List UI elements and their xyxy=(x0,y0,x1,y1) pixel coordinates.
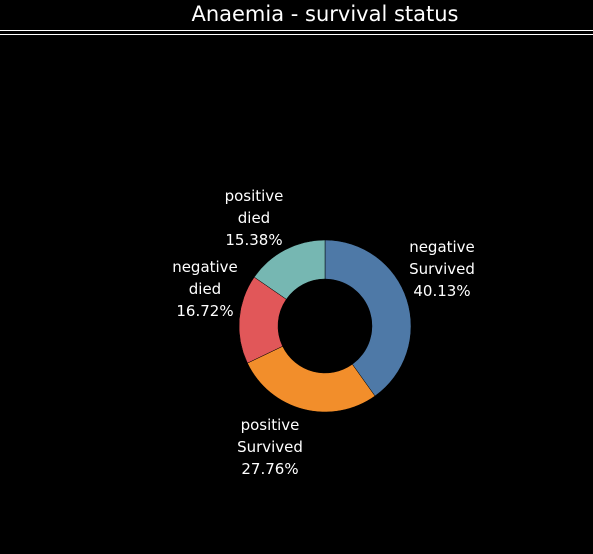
slice-label-status: died xyxy=(238,209,270,227)
slice-label-category: positive xyxy=(241,416,300,434)
slice-label-percent: 16.72% xyxy=(176,302,233,320)
slice-label-category: negative xyxy=(172,258,238,276)
donut-slice-positive-survived[interactable] xyxy=(247,345,376,413)
slice-label-percent: 40.13% xyxy=(413,282,470,300)
title-divider-2 xyxy=(0,34,593,35)
title-divider xyxy=(0,30,593,31)
slice-label-status: died xyxy=(189,280,221,298)
donut-slice-negative-survived[interactable] xyxy=(324,239,412,397)
slice-label-percent: 15.38% xyxy=(225,231,282,249)
slice-label-status: Survived xyxy=(409,260,475,278)
slice-label-percent: 27.76% xyxy=(241,460,298,478)
chart-title: Anaemia - survival status xyxy=(191,2,459,26)
slice-label-status: Survived xyxy=(237,438,303,456)
slice-label-category: negative xyxy=(409,238,475,256)
donut-slice-positive-died[interactable] xyxy=(253,239,326,300)
slice-label-category: positive xyxy=(225,187,284,205)
